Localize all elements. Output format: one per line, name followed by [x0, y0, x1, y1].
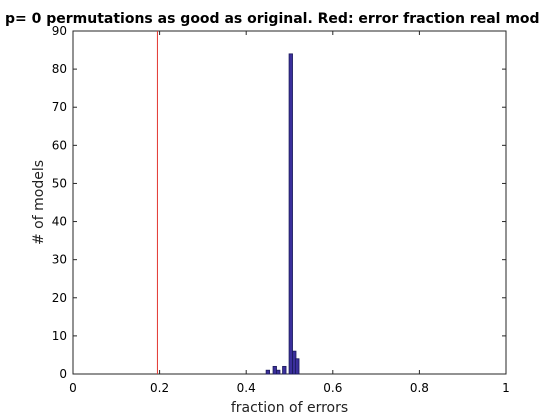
- y-tick-label: 0: [59, 367, 67, 381]
- x-axis-label: fraction of errors: [231, 400, 348, 416]
- histogram-bar-1: [272, 365, 277, 375]
- x-tick-label: 0.4: [237, 381, 256, 395]
- x-tick-label: 0.6: [323, 381, 342, 395]
- y-tick-label: 20: [52, 291, 67, 305]
- y-tick-label: 40: [52, 215, 67, 229]
- histogram-bar-6: [295, 358, 300, 375]
- histogram-bar-2: [276, 369, 281, 375]
- y-axis-label: # of models: [31, 160, 47, 245]
- chart-title: p= 0 permutations as good as original. R…: [5, 11, 540, 27]
- x-tick-label: 0.2: [150, 381, 169, 395]
- y-tick-label: 60: [52, 138, 67, 152]
- y-tick-label: 70: [52, 100, 67, 114]
- x-tick-label: 1: [502, 381, 510, 395]
- histogram-bar-3: [282, 365, 287, 375]
- y-tick-label: 10: [52, 329, 67, 343]
- x-tick-label: 0.8: [410, 381, 429, 395]
- y-tick-label: 50: [52, 176, 67, 190]
- histogram-bar-0: [265, 369, 270, 375]
- y-tick-label: 30: [52, 253, 67, 267]
- x-tick-label: 0: [69, 381, 77, 395]
- histogram-bar-4: [288, 53, 293, 375]
- y-tick-label: 90: [52, 24, 67, 38]
- y-tick-label: 80: [52, 62, 67, 76]
